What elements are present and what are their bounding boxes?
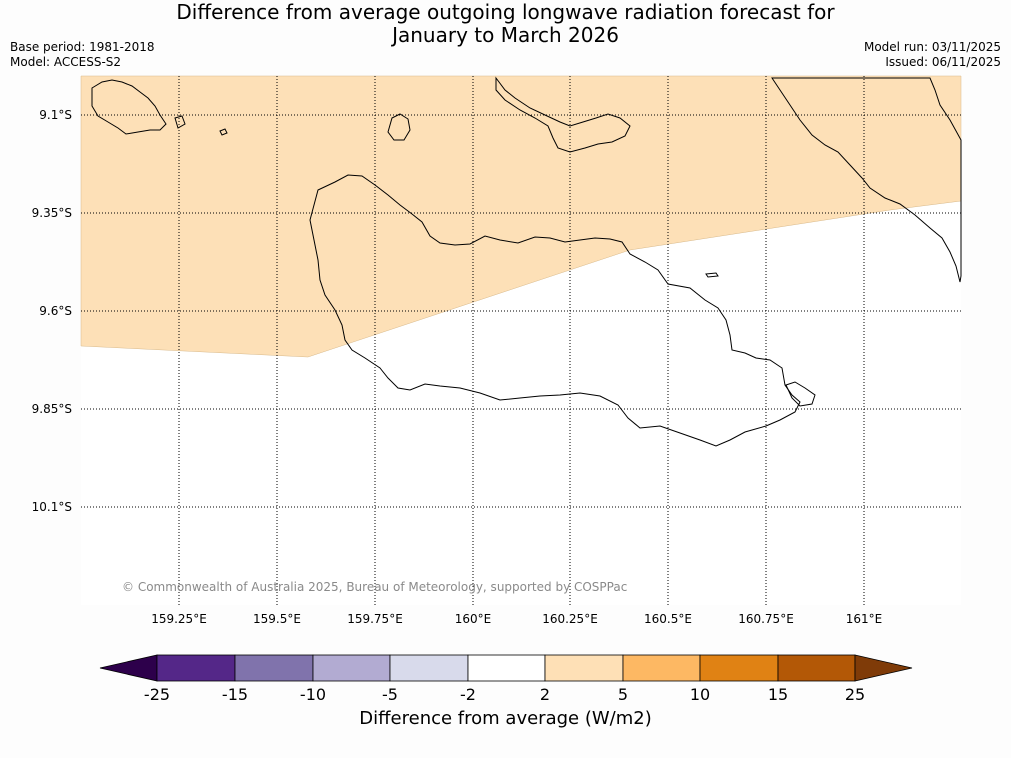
colorbar-title: Difference from average (W/m2): [359, 708, 652, 729]
colorbar-tick-2: 2: [539, 685, 551, 704]
lon-label-161: 161°E: [845, 612, 883, 626]
coastlines: [91, 76, 962, 447]
lon-label-160-5: 160.5°E: [644, 612, 692, 626]
model-run: Model run: 03/11/2025: [863, 40, 1001, 54]
lon-label-160: 160°E: [454, 612, 492, 626]
colorbar-tick-15: 15: [767, 685, 789, 704]
colorbar-bin-neg5-neg2: [389, 654, 469, 682]
colorbar-bin-2-5: [544, 654, 624, 682]
colorbar-tick-neg10: -10: [299, 685, 327, 704]
coast-small-island: [387, 113, 411, 141]
colorbar-bin-5-10: [622, 654, 701, 682]
lon-label-160-75: 160.75°E: [738, 612, 794, 626]
colorbar-tick-neg5: -5: [382, 685, 398, 704]
lon-label-159-25: 159.25°E: [151, 612, 207, 626]
colorbar-bin-neg15-neg10: [234, 654, 314, 682]
chart-title-line2: January to March 2026: [392, 23, 619, 47]
colorbar-tick-neg15: -15: [221, 685, 249, 704]
anomaly-fill-2-to-5: [80, 75, 962, 358]
coast-east-islet: [705, 272, 719, 278]
colorbar-extend-high: [854, 654, 913, 682]
coast-guadalcanal: [309, 174, 801, 447]
issued-date: Issued: 06/11/2025: [885, 55, 1001, 69]
copyright-notice: © Commonwealth of Australia 2025, Bureau…: [122, 580, 628, 594]
lat-label-9-6: 9.6°S: [39, 304, 72, 318]
model-name: Model: ACCESS-S2: [10, 55, 122, 69]
colorbar-extend-low: [99, 654, 158, 682]
coast-nw-islet-1: [219, 128, 228, 136]
colorbar-tick-10: 10: [689, 685, 711, 704]
colorbar-bin-neg10-neg5: [312, 654, 391, 682]
coast-nw-islands: [91, 79, 167, 135]
colorbar-tick-neg25: -25: [143, 685, 171, 704]
lon-label-160-25: 160.25°E: [542, 612, 598, 626]
lat-label-10-1: 10.1°S: [31, 500, 72, 514]
lon-label-159-75: 159.75°E: [347, 612, 403, 626]
chart-title-line1: Difference from average outgoing longwav…: [176, 0, 835, 24]
colorbar-bin-neg2-2: [467, 654, 546, 682]
lat-label-9-85: 9.85°S: [31, 402, 72, 416]
colorbar-bin-10-15: [699, 654, 779, 682]
colorbar-bin-neg25-neg15: [156, 654, 236, 682]
coast-marau: [785, 381, 816, 407]
coast-nw-islet-2: [174, 115, 186, 129]
colorbar-tick-5: 5: [617, 685, 629, 704]
coast-florida-islands: [495, 76, 631, 153]
colorbar-tick-25: 25: [844, 685, 866, 704]
colorbar-bin-15-25: [777, 654, 856, 682]
colorbar: [99, 654, 913, 682]
lat-label-9-1: 9.1°S: [39, 108, 72, 122]
gridlines: [81, 76, 961, 605]
lon-label-159-5: 159.5°E: [253, 612, 301, 626]
base-period: Base period: 1981-2018: [10, 40, 155, 54]
lat-label-9-35: 9.35°S: [31, 206, 72, 220]
coast-malaita: [771, 77, 962, 283]
colorbar-tick-neg2: -2: [460, 685, 476, 704]
